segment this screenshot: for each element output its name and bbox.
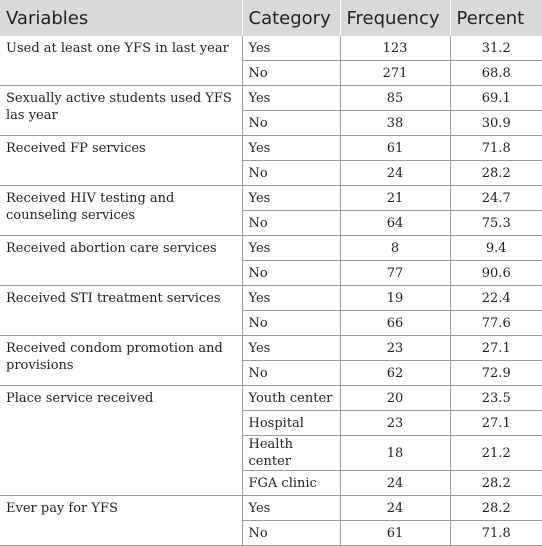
percent-cell: 9.4 — [449, 235, 542, 261]
percent-cell: 75.3 — [449, 210, 542, 236]
table-row: Received STI treatment services Yes 19 22.4 — [0, 285, 542, 336]
frequency-cell: 24 — [339, 495, 451, 521]
table-row: Received condom promotion and provisions… — [0, 335, 542, 386]
table-row: No 64 75.3 — [0, 210, 542, 236]
variable-cell: Ever pay for YFS — [0, 495, 243, 546]
percent-cell: 28.2 — [449, 470, 542, 496]
percent-cell: 71.8 — [449, 520, 542, 546]
frequency-cell: 66 — [339, 310, 451, 336]
table-row: Place service received Youth center 20 23.5 — [0, 385, 542, 496]
header-category: Category — [242, 0, 341, 36]
frequency-cell: 21 — [339, 185, 451, 211]
frequency-cell: 64 — [339, 210, 451, 236]
frequency-cell: 24 — [339, 470, 451, 496]
category-cell: Youth center — [241, 385, 341, 411]
percent-cell: 72.9 — [449, 360, 542, 386]
category-cell: No — [242, 160, 341, 186]
percent-cell: 23.5 — [449, 385, 542, 411]
table-row: Received FP services Yes 61 71.8 — [0, 135, 542, 186]
header-frequency: Frequency — [340, 0, 451, 36]
percent-cell: 90.6 — [449, 260, 542, 286]
table-row: Received HIV testing and counseling serv… — [0, 185, 542, 236]
table-row: No 62 72.9 — [0, 360, 542, 386]
variable-cell: Received condom promotion and provisions — [0, 335, 243, 386]
percent-cell: 22.4 — [449, 285, 542, 311]
category-cell: Yes — [241, 135, 341, 161]
table-row: No 271 68.8 — [0, 60, 542, 86]
frequency-cell: 77 — [339, 260, 451, 286]
frequency-cell: 20 — [339, 385, 451, 411]
category-cell: Yes — [241, 235, 341, 261]
header-variables: Variables — [0, 0, 243, 36]
variable-cell: Sexually active students used YFS las ye… — [0, 85, 243, 136]
percent-cell: 31.2 — [449, 36, 542, 61]
frequency-cell: 85 — [339, 85, 451, 111]
frequency-cell: 62 — [339, 360, 451, 386]
percent-cell: 71.8 — [449, 135, 542, 161]
frequency-cell: 61 — [339, 520, 451, 546]
variable-cell: Received abortion care services — [0, 235, 243, 286]
percent-cell: 27.1 — [449, 335, 542, 361]
percent-cell: 21.2 — [449, 435, 542, 471]
category-cell: No — [242, 360, 341, 386]
category-cell: No — [242, 260, 341, 286]
category-cell: No — [242, 310, 341, 336]
variable-cell: Used at least one YFS in last year — [0, 36, 243, 86]
table-row: Health center 18 21.2 — [0, 435, 542, 471]
frequency-cell: 24 — [339, 160, 451, 186]
percent-cell: 77.6 — [449, 310, 542, 336]
frequency-cell: 18 — [339, 435, 451, 471]
table-row: Ever pay for YFS Yes 24 28.2 — [0, 495, 542, 546]
frequency-cell: 61 — [339, 135, 451, 161]
table-row: FGA clinic 24 28.2 — [0, 470, 542, 496]
header-row: Variables Category Frequency Percent — [0, 0, 542, 36]
table-row: Sexually active students used YFS las ye… — [0, 85, 542, 136]
percent-cell: 28.2 — [449, 495, 542, 521]
category-cell: No — [242, 210, 341, 236]
frequency-cell: 23 — [339, 410, 451, 436]
percent-cell: 24.7 — [449, 185, 542, 211]
table-body: Used at least one YFS in last year Yes 123… — [0, 36, 542, 546]
category-cell: No — [242, 60, 341, 86]
frequency-cell: 8 — [339, 235, 451, 261]
category-cell: Hospital — [242, 410, 341, 436]
frequency-cell: 19 — [339, 285, 451, 311]
percent-cell: 30.9 — [449, 110, 542, 136]
category-cell: Health center — [242, 435, 341, 471]
frequency-cell: 123 — [339, 36, 451, 61]
variable-cell: Place service received — [0, 385, 243, 496]
variable-cell: Received FP services — [0, 135, 243, 186]
percent-cell: 28.2 — [449, 160, 542, 186]
category-cell: Yes — [241, 335, 341, 361]
category-cell: Yes — [241, 185, 341, 211]
frequency-cell: 38 — [339, 110, 451, 136]
variable-cell: Received HIV testing and counseling serv… — [0, 185, 243, 236]
variable-cell: Received STI treatment services — [0, 285, 243, 336]
category-cell: No — [242, 110, 341, 136]
category-cell: FGA clinic — [242, 470, 341, 496]
frequency-cell: 23 — [339, 335, 451, 361]
table-row: Received abortion care services Yes 8 9.4 — [0, 235, 542, 286]
category-cell: No — [242, 520, 341, 546]
header-percent: Percent — [450, 0, 542, 36]
category-cell: Yes — [241, 495, 341, 521]
percent-cell: 69.1 — [449, 85, 542, 111]
table-row: Used at least one YFS in last year Yes 123… — [0, 36, 542, 86]
frequency-cell: 271 — [339, 60, 451, 86]
percent-cell: 68.8 — [449, 60, 542, 86]
category-cell: Yes — [241, 285, 341, 311]
category-cell: Yes — [241, 85, 341, 111]
percent-cell: 27.1 — [449, 410, 542, 436]
table-row: No 38 30.9 — [0, 110, 542, 136]
table-row: Hospital 23 27.1 — [0, 410, 542, 436]
category-cell: Yes — [241, 36, 341, 61]
